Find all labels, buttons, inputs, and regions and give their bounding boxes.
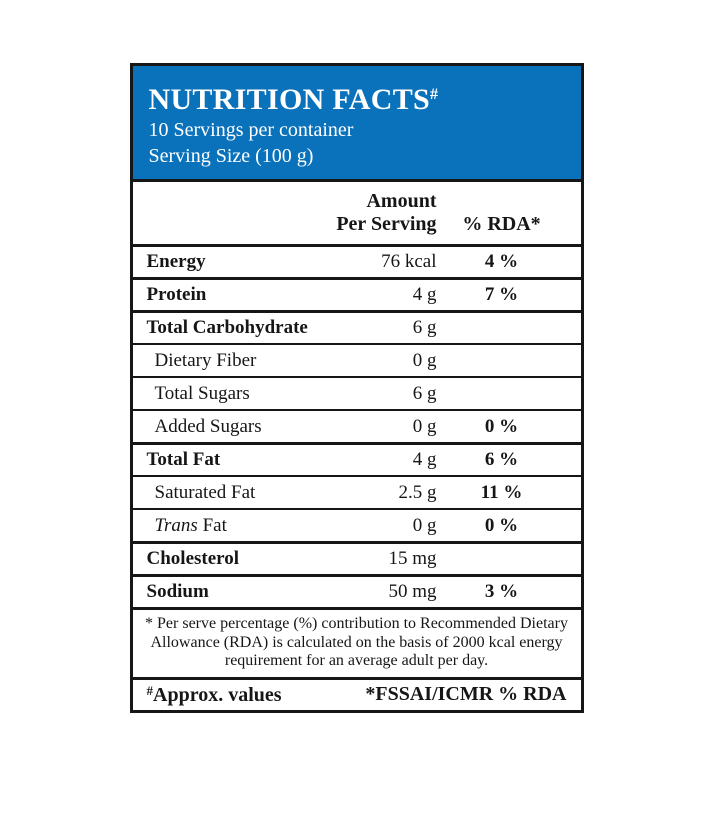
nutrient-amount: 6 g [412, 317, 437, 338]
nutrient-name: Added Sugars [154, 415, 262, 437]
nutrition-facts-label: NUTRITION FACTS# 10 Servings per contain… [129, 63, 584, 713]
rda-column-header: % RDA* [462, 213, 541, 235]
nutrient-name: Total Carbohydrate [146, 317, 308, 338]
nutrition-row: Protein 4 g 7 % [132, 277, 581, 310]
nutrient-name: Protein [146, 284, 207, 305]
fssai-icmr-label: *FSSAI/ICMR % RDA [365, 683, 567, 705]
nutrient-rda: 6 % [484, 449, 519, 470]
approx-values-label: #Approx. values [147, 683, 282, 707]
nutrient-amount: 6 g [412, 382, 437, 404]
nutrient-amount: 15 mg [388, 548, 437, 569]
servings-per-container-line: 10 Servings per container [148, 119, 354, 141]
nutrient-amount: 4 g [412, 284, 437, 305]
nutrient-amount: 0 g [412, 514, 437, 536]
nutrition-row: Sodium 50 mg 3 % [132, 574, 581, 607]
nutrition-row: Added Sugars 0 g 0 % [132, 409, 581, 442]
amount-column-header-line1: Amount [366, 190, 437, 212]
nutrient-amount: 76 kcal [381, 251, 437, 272]
nutrition-rows: Energy 76 kcal 4 % Protein 4 g 7 % Total… [132, 244, 581, 607]
nutrition-row: Total Sugars 6 g [132, 376, 581, 409]
label-header: NUTRITION FACTS# 10 Servings per contain… [132, 66, 581, 182]
nutrient-name: Dietary Fiber [154, 349, 257, 371]
nutrient-rda: 0 % [484, 514, 519, 536]
nutrient-rda: 7 % [484, 284, 519, 305]
label-title: NUTRITION FACTS# [149, 78, 565, 117]
column-header-row: Amount Per Serving % RDA* [133, 182, 581, 244]
nutrient-amount: 50 mg [388, 581, 437, 602]
amount-column-header-line2: Per Serving [336, 213, 437, 235]
nutrient-rda: 0 % [484, 415, 519, 437]
rda-footnote: * Per serve percentage (%) contribution … [132, 607, 581, 677]
amount-column-header: Amount Per Serving [325, 190, 437, 236]
nutrient-rda: 4 % [484, 251, 519, 272]
nutrient-amount: 0 g [412, 349, 437, 371]
approx-values-superscript: # [146, 682, 154, 698]
nutrient-name: Total Sugars [154, 382, 250, 404]
nutrient-amount: 2.5 g [398, 481, 437, 503]
nutrition-row: Total Carbohydrate 6 g [132, 310, 581, 343]
nutrient-name: Total Fat [146, 449, 221, 470]
nutrient-rda: 11 % [480, 481, 523, 503]
nutrition-row: Trans Fat 0 g 0 % [132, 508, 581, 541]
nutrient-amount: 4 g [412, 449, 437, 470]
serving-size-line: Serving Size (100 g) [148, 145, 314, 167]
nutrition-row: Cholesterol 15 mg [132, 541, 581, 574]
approx-values-text: Approx. values [153, 683, 282, 706]
nutrient-name: Cholesterol [146, 548, 240, 569]
footer-row: #Approx. values *FSSAI/ICMR % RDA [132, 676, 581, 710]
nutrient-name: Energy [146, 251, 206, 272]
nutrient-name: Trans Fat [154, 514, 227, 536]
nutrition-row: Dietary Fiber 0 g [132, 343, 581, 376]
label-title-text: NUTRITION FACTS [148, 83, 430, 116]
nutrition-row: Total Fat 4 g 6 % [132, 442, 581, 475]
nutrient-rda: 3 % [484, 581, 519, 602]
nutrient-name: Sodium [146, 581, 209, 602]
nutrition-row: Saturated Fat 2.5 g 11 % [132, 475, 581, 508]
nutrient-name: Saturated Fat [154, 481, 256, 503]
nutrient-amount: 0 g [412, 415, 437, 437]
nutrition-row: Energy 76 kcal 4 % [132, 244, 581, 277]
label-title-superscript: # [430, 86, 439, 103]
